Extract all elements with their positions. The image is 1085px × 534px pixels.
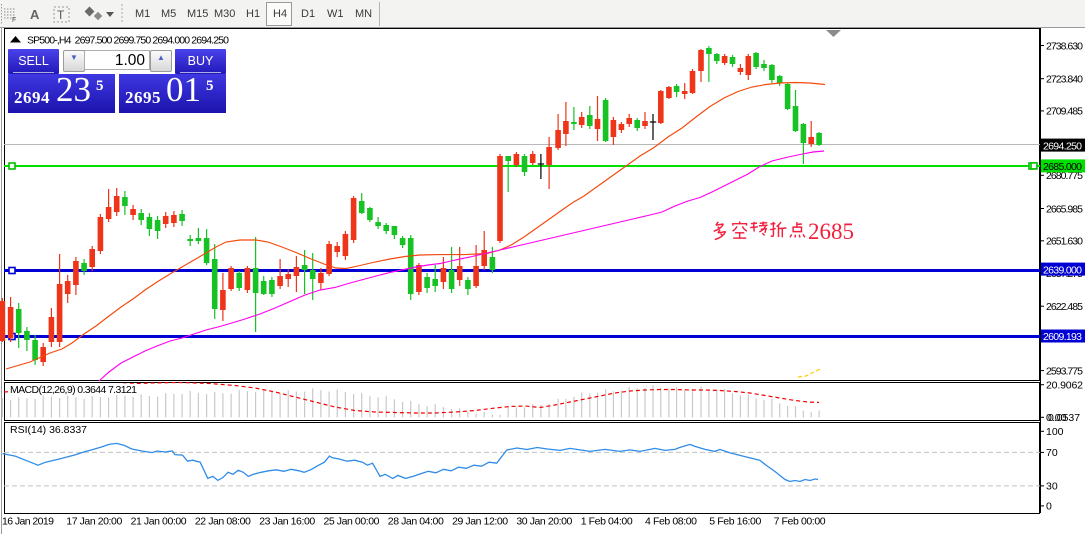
svg-text:100: 100	[1046, 426, 1064, 438]
svg-text:30 Jan 20:00: 30 Jan 20:00	[516, 516, 572, 528]
svg-text:MACD(12,26,9) 0.3644 7.3121: MACD(12,26,9) 0.3644 7.3121	[10, 384, 137, 396]
svg-text:2651.630: 2651.630	[1046, 236, 1083, 248]
svg-text:29 Jan 12:00: 29 Jan 12:00	[452, 516, 508, 528]
svg-text:30: 30	[1046, 481, 1058, 493]
svg-text:1 Feb 04:00: 1 Feb 04:00	[581, 516, 633, 528]
svg-text:23 Jan 16:00: 23 Jan 16:00	[259, 516, 315, 528]
svg-text:2709.485: 2709.485	[1046, 106, 1083, 118]
svg-text:2639.000: 2639.000	[1043, 264, 1082, 276]
svg-text:70: 70	[1046, 447, 1058, 459]
svg-text:SP500-,H4 2697.500 2699.750 2: SP500-,H4 2697.500 2699.750 2694.000 269…	[27, 35, 229, 47]
svg-text:2680.775: 2680.775	[1046, 170, 1083, 182]
svg-text:5 Feb 16:00: 5 Feb 16:00	[709, 516, 761, 528]
svg-text:0.00: 0.00	[1046, 412, 1067, 424]
svg-text:20.9062: 20.9062	[1046, 380, 1083, 392]
svg-text:25 Jan 00:00: 25 Jan 00:00	[324, 516, 380, 528]
svg-text:22 Jan 08:00: 22 Jan 08:00	[195, 516, 251, 528]
svg-text:16 Jan 2019: 16 Jan 2019	[2, 516, 54, 528]
svg-text:21 Jan 00:00: 21 Jan 00:00	[131, 516, 187, 528]
svg-text:2622.485: 2622.485	[1046, 301, 1083, 313]
svg-text:2685: 2685	[808, 219, 854, 244]
svg-text:0: 0	[1046, 501, 1052, 513]
svg-text:2593.775: 2593.775	[1046, 365, 1083, 377]
svg-text:4 Feb 08:00: 4 Feb 08:00	[645, 516, 697, 528]
svg-text:17 Jan 20:00: 17 Jan 20:00	[66, 516, 122, 528]
svg-text:T: T	[57, 8, 65, 22]
svg-text:28 Jan 04:00: 28 Jan 04:00	[388, 516, 444, 528]
svg-text:2609.193: 2609.193	[1043, 331, 1082, 343]
svg-text:F: F	[12, 17, 16, 24]
svg-text:2723.840: 2723.840	[1046, 74, 1083, 86]
svg-text:A: A	[30, 7, 40, 22]
svg-text:2665.985: 2665.985	[1046, 203, 1083, 215]
svg-text:7 Feb 00:00: 7 Feb 00:00	[774, 516, 826, 528]
svg-text:2685.000: 2685.000	[1043, 161, 1082, 173]
svg-text:2738.630: 2738.630	[1046, 40, 1083, 52]
svg-text:RSI(14) 36.8337: RSI(14) 36.8337	[10, 424, 87, 436]
svg-text:0.0537: 0.0537	[1048, 412, 1080, 424]
svg-text:2694.250: 2694.250	[1043, 140, 1082, 152]
